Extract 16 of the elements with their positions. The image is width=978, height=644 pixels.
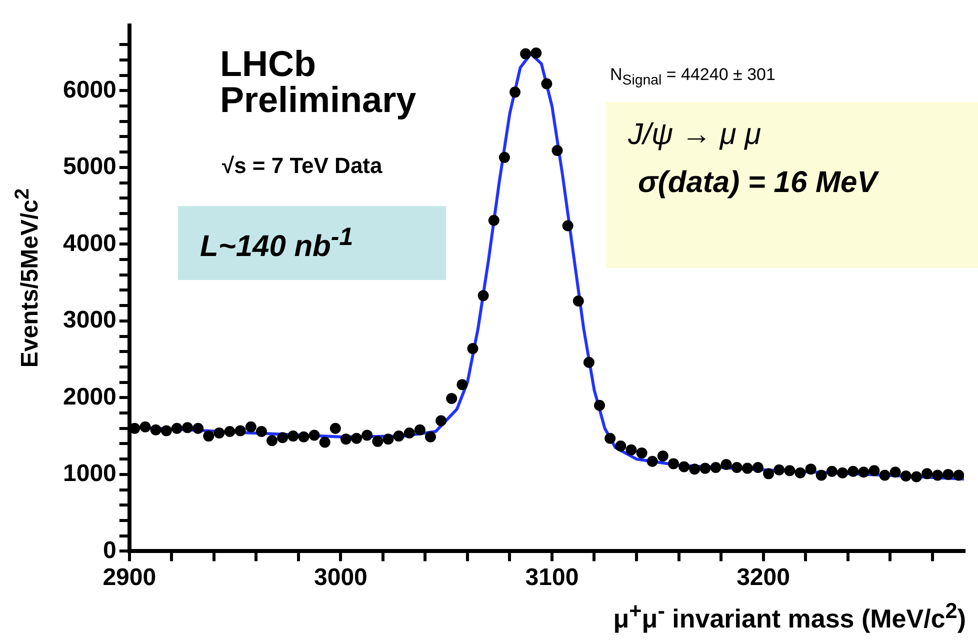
x-tick-label: 2900 xyxy=(102,564,156,592)
x-tick-label: 3000 xyxy=(314,564,368,592)
annotation: √s = 7 TeV Data xyxy=(222,153,382,178)
annotation: J/ψ → μ μ xyxy=(628,118,762,151)
y-tick-label: 6000 xyxy=(63,76,116,104)
annotation: σ(data) = 16 MeV xyxy=(637,165,878,199)
annotation: N$_{Signal}$ = 44240 ± 301 xyxy=(610,65,776,89)
y-tick-label: 0 xyxy=(103,536,116,564)
x-tick-label: 3200 xyxy=(736,564,790,592)
x-tick-label: 3100 xyxy=(525,564,579,592)
y-tick-label: 3000 xyxy=(63,306,116,334)
y-tick-label: 1000 xyxy=(63,460,116,488)
y-tick-label: 5000 xyxy=(63,153,116,180)
y-tick-label: 2000 xyxy=(63,383,116,410)
y-tick-label: 4000 xyxy=(63,230,116,257)
x-axis-title: μ$^{+}$μ$^{-}$ invariant mass (MeV/c$^{2}$) xyxy=(613,598,966,635)
